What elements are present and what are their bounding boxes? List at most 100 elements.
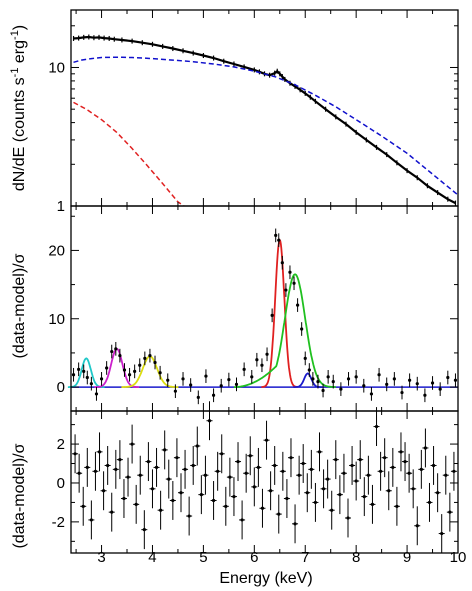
- line-residual-data-point: [211, 393, 216, 397]
- line-residual-data-point: [234, 382, 239, 386]
- line-residual-data-point: [280, 261, 284, 265]
- line-residual-y-axis-label: (data-model)/σ: [11, 253, 28, 358]
- line-residual-data-point: [181, 377, 185, 381]
- line-residual-data-point: [430, 381, 435, 385]
- final-residual-data-point: [252, 485, 256, 489]
- final-residual-y-tick-label: 2: [57, 436, 65, 453]
- final-residual-data-point: [338, 493, 342, 497]
- line-residual-data-point: [166, 378, 170, 382]
- final-residual-data-point: [436, 491, 440, 495]
- final-residual-data-point: [228, 475, 232, 479]
- spectrum-y-tick-label: 1: [57, 198, 65, 215]
- line-residual-y-tick-label: 0: [57, 379, 65, 396]
- line-residual-data-point: [143, 356, 147, 360]
- final-residual-data-point: [256, 465, 260, 470]
- line-residual-data-point: [274, 233, 278, 237]
- spectrum-data-line: [73, 35, 456, 205]
- final-residual-data-point: [334, 458, 338, 462]
- line-residual-data-point: [118, 354, 122, 358]
- final-residual-data-point: [399, 450, 403, 454]
- final-residual-data-point: [142, 528, 146, 532]
- final-residual-panel: -2 0 2 (data-model)/σ: [11, 401, 459, 554]
- final-residual-data-point: [305, 491, 309, 495]
- final-residual-data-point: [273, 463, 277, 468]
- final-residual-data-point: [358, 458, 362, 462]
- final-residual-data-point: [374, 424, 379, 429]
- line-residual-data-point: [153, 360, 157, 365]
- final-residual-data-point: [183, 467, 187, 471]
- final-residual-data-point: [150, 487, 155, 491]
- x-tick-label: 10: [450, 549, 467, 566]
- line-residual-data-point: [316, 380, 320, 384]
- line-residual-data-point: [392, 377, 396, 381]
- line-residual-data-point: [148, 354, 152, 358]
- final-residual-data-point: [289, 456, 293, 460]
- final-residual-y-axis-label: (data-model)/σ: [11, 443, 28, 548]
- final-residual-data-point: [167, 477, 171, 481]
- final-residual-data-point: [269, 489, 273, 493]
- line-residual-data-point: [331, 380, 335, 384]
- final-residual-data-point: [407, 471, 411, 475]
- line-residual-data-point: [300, 327, 304, 331]
- final-residual-data-point: [383, 456, 387, 460]
- line-residual-panel-frame: [70, 205, 459, 412]
- line-residual-data-point: [133, 369, 137, 373]
- line-residual-data-point: [127, 373, 132, 377]
- final-residual-data-point: [85, 465, 89, 470]
- final-residual-data-point: [403, 459, 407, 464]
- final-residual-data-point: [224, 504, 228, 508]
- line-residual-data-point: [423, 393, 427, 397]
- line-residual-data-point: [196, 395, 200, 399]
- final-residual-data-point: [350, 463, 354, 468]
- line-residual-data-point: [326, 375, 330, 379]
- final-residual-data-point: [179, 491, 183, 495]
- final-residual-data-point: [366, 473, 370, 477]
- line-residual-data-point: [227, 377, 231, 382]
- final-residual-data-point: [321, 487, 326, 491]
- line-residual-data-point: [295, 303, 300, 307]
- final-residual-data-point: [122, 496, 126, 501]
- line-residual-data-point: [138, 363, 142, 367]
- final-residual-data-point: [163, 448, 167, 452]
- final-residual-data-point: [330, 508, 334, 512]
- final-residual-data-point: [419, 467, 423, 471]
- x-tick-label: 9: [403, 549, 411, 566]
- line-residual-panel: 0 10 20 (data-model)/σ: [11, 205, 459, 412]
- line-residual-data-point: [415, 382, 419, 386]
- final-residual-data-point: [317, 450, 322, 454]
- final-residual-data-point: [93, 469, 98, 473]
- line-residual-data-point: [99, 377, 104, 381]
- final-residual-data-point: [220, 452, 224, 456]
- spectrum-y-tick-label: 10: [48, 59, 65, 76]
- line-residual-y-tick-label: 20: [48, 242, 65, 259]
- line-residual-y-tick-label: 10: [48, 311, 65, 328]
- final-residual-data-point: [211, 498, 216, 503]
- spectrum-continuum-model-line: [73, 56, 459, 196]
- line-residual-data-point: [270, 313, 274, 317]
- final-residual-data-point: [293, 522, 297, 526]
- final-residual-data-point: [89, 518, 93, 522]
- line-residual-data-point: [292, 281, 296, 285]
- x-tick-label: 7: [301, 549, 309, 566]
- x-tick-label: 3: [97, 549, 105, 566]
- line-residual-data-point: [284, 288, 288, 292]
- line-residual-data-point: [321, 388, 325, 393]
- final-residual-data-point: [146, 459, 150, 464]
- x-axis-label: Energy (keV): [219, 570, 312, 587]
- final-residual-data-point: [326, 477, 330, 481]
- final-residual-data-point: [118, 458, 122, 462]
- final-residual-data-point: [423, 446, 428, 450]
- line-residual-data-point: [311, 377, 315, 381]
- line-residual-data-point: [408, 378, 412, 382]
- final-residual-data-point: [452, 469, 456, 473]
- final-residual-data-point: [379, 469, 383, 473]
- line-residual-data-point: [362, 384, 366, 388]
- final-residual-data-point: [309, 467, 313, 471]
- line-residual-data-point: [250, 375, 254, 379]
- line-residual-data-point: [453, 378, 458, 382]
- final-residual-data-point: [448, 510, 452, 514]
- final-residual-data-point: [101, 489, 106, 493]
- line-residual-data-point: [346, 377, 351, 381]
- spectrum-panel-frame: [70, 9, 459, 207]
